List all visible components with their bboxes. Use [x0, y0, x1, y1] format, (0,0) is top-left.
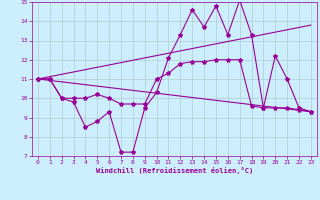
X-axis label: Windchill (Refroidissement éolien,°C): Windchill (Refroidissement éolien,°C) [96, 167, 253, 174]
